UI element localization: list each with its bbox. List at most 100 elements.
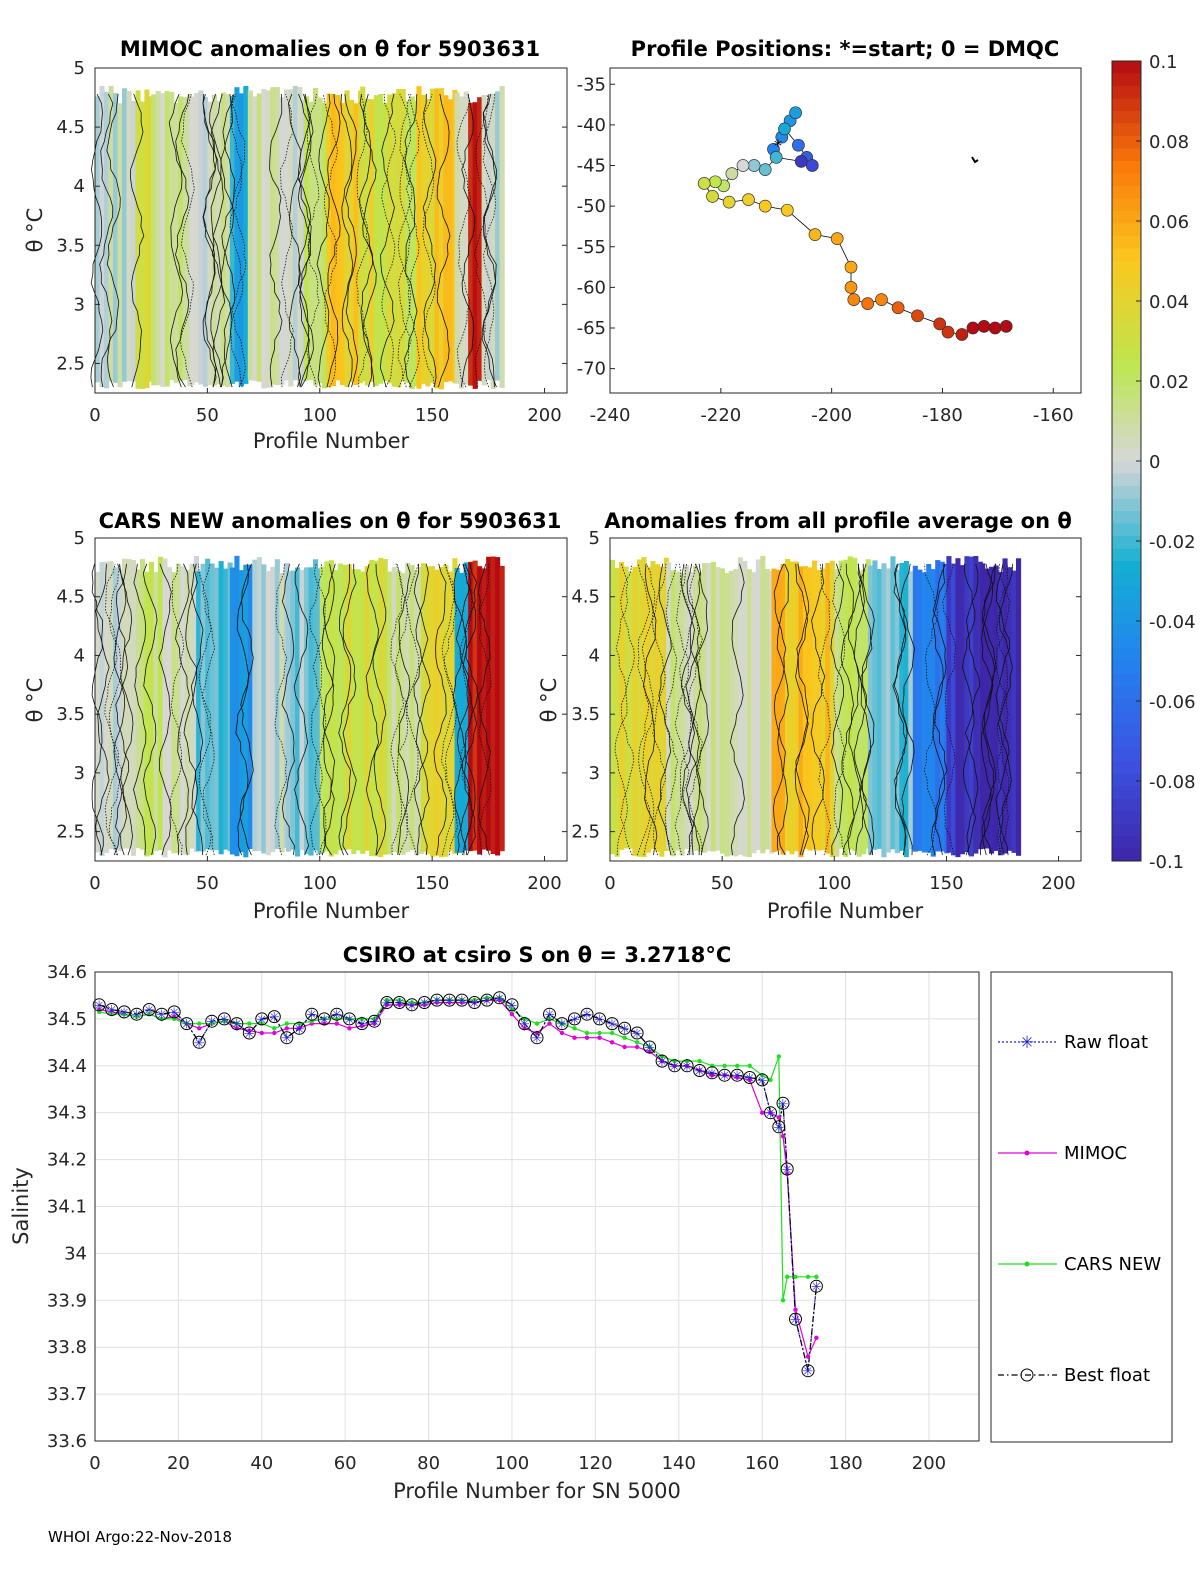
avg-cell: [946, 556, 952, 853]
best-float-point: [292, 1021, 306, 1035]
cars-cell: [184, 569, 190, 855]
avg-cell: [659, 566, 665, 857]
best-float-point: [789, 1312, 802, 1326]
mimoc-cell: [169, 91, 175, 381]
mimoc-contour-line: [421, 93, 436, 388]
cars-cell: [454, 568, 460, 853]
salinity-xtick-label: 40: [250, 1453, 273, 1474]
mimoc-contour-line: [99, 93, 114, 388]
colorbar-cell: [1112, 311, 1141, 324]
positions-ytick-label: -35: [577, 74, 606, 95]
cars-cell: [196, 571, 202, 852]
avg-cell: [641, 557, 647, 858]
cars-cell: [104, 561, 110, 853]
raw-float-point: ✳: [682, 1060, 693, 1075]
mimoc-cell: [99, 86, 105, 388]
position-point: [805, 159, 819, 172]
avg-ytick-label: 3: [589, 763, 600, 784]
cars-cell: [373, 560, 379, 857]
avg-cell: [811, 560, 817, 850]
colorbar-cell: [1112, 586, 1141, 599]
cars-cell: [286, 571, 292, 852]
cars-contours: [91, 563, 492, 856]
mimoc-cell: [499, 86, 505, 388]
series-point-cars-new: [559, 1021, 565, 1026]
position-point: [725, 167, 739, 180]
colorbar-cell: [1112, 148, 1141, 162]
salinity-ytick-label: 34.5: [47, 1009, 87, 1030]
raw-float-point: ✳: [469, 997, 480, 1012]
best-float-point: [417, 996, 431, 1009]
series-point-mimoc: [509, 1012, 515, 1017]
best-float-point: [543, 1007, 556, 1021]
cars-contour-line: [239, 563, 254, 856]
mimoc-cell: [313, 88, 319, 386]
raw-float-point: ✳: [194, 1036, 205, 1051]
avg-cell: [632, 566, 638, 856]
cars-contour-line: [119, 563, 134, 856]
series-point-mimoc: [760, 1110, 765, 1115]
mimoc-cell: [229, 95, 235, 384]
cars-cell: [355, 569, 361, 851]
mimoc-cell: [425, 99, 431, 387]
series-point-mimoc: [297, 1026, 302, 1031]
mimoc-xtick-label: 0: [89, 405, 100, 426]
colorbar-cell: [1112, 698, 1141, 712]
mimoc-contour-line: [482, 93, 497, 388]
avg-cell: [728, 570, 734, 856]
series-point-mimoc: [659, 1058, 665, 1064]
raw-float-point: ✳: [519, 1018, 530, 1033]
position-point: [933, 317, 947, 331]
mimoc-cell: [292, 85, 298, 381]
series-point-cars-new: [793, 1274, 798, 1280]
raw-float-point: ✳: [644, 1041, 655, 1056]
positions-xtick-label: -240: [590, 405, 631, 426]
colorbar-cell: [1112, 323, 1141, 337]
series-point-cars-new: [134, 1014, 139, 1019]
cars-contour-line: [321, 563, 335, 856]
position-point: [988, 321, 1002, 335]
avg-contour-line: [853, 563, 867, 856]
series-point-mimoc: [709, 1073, 715, 1078]
best-float-point: [605, 1017, 619, 1031]
raw-float-point: ✳: [757, 1074, 768, 1089]
mimoc-contour-line: [202, 93, 217, 388]
cars-cell: [117, 569, 123, 851]
position-point: [891, 301, 905, 315]
cars-contour-line: [108, 563, 123, 856]
cars-contour-line: [95, 563, 110, 856]
mimoc-cell: [270, 87, 276, 385]
raw-float-point: ✳: [619, 1022, 630, 1037]
legend-box: [990, 971, 1173, 1443]
cars-contour-line: [91, 563, 104, 856]
salinity-xtick-label: 140: [662, 1453, 696, 1474]
cars-cell: [261, 564, 267, 854]
cars-cell: [247, 564, 253, 849]
best-float-point: [493, 991, 506, 1005]
colorbar-cell: [1112, 461, 1141, 474]
mimoc-contour-line: [279, 93, 294, 388]
cars-contour-line: [235, 563, 250, 856]
avg-cell: [861, 569, 867, 855]
best-float-point: [630, 1026, 644, 1040]
mimoc-contour-line: [359, 93, 373, 388]
avg-contour-line: [776, 563, 790, 856]
avg-cell: [939, 561, 945, 852]
raw-float-point: ✳: [803, 1365, 814, 1380]
avg-cell: [751, 572, 757, 854]
avg-cell: [755, 559, 761, 851]
avg-cell: [724, 573, 730, 857]
cars-contour-line: [293, 563, 309, 856]
avg-cell: [980, 563, 986, 849]
cars-contour-line: [477, 563, 492, 856]
avg-cell: [921, 572, 927, 853]
mimoc-cell: [326, 93, 332, 388]
raw-float-point: ✳: [169, 1006, 180, 1021]
avg-cell: [912, 565, 918, 852]
series-point-cars-new: [372, 1016, 377, 1022]
mimoc-contour-line: [381, 93, 397, 388]
cars-cell: [414, 569, 420, 856]
positions-ytick-label: -60: [577, 277, 606, 298]
avg-xtick-label: 100: [817, 873, 851, 894]
position-point: [736, 159, 750, 172]
